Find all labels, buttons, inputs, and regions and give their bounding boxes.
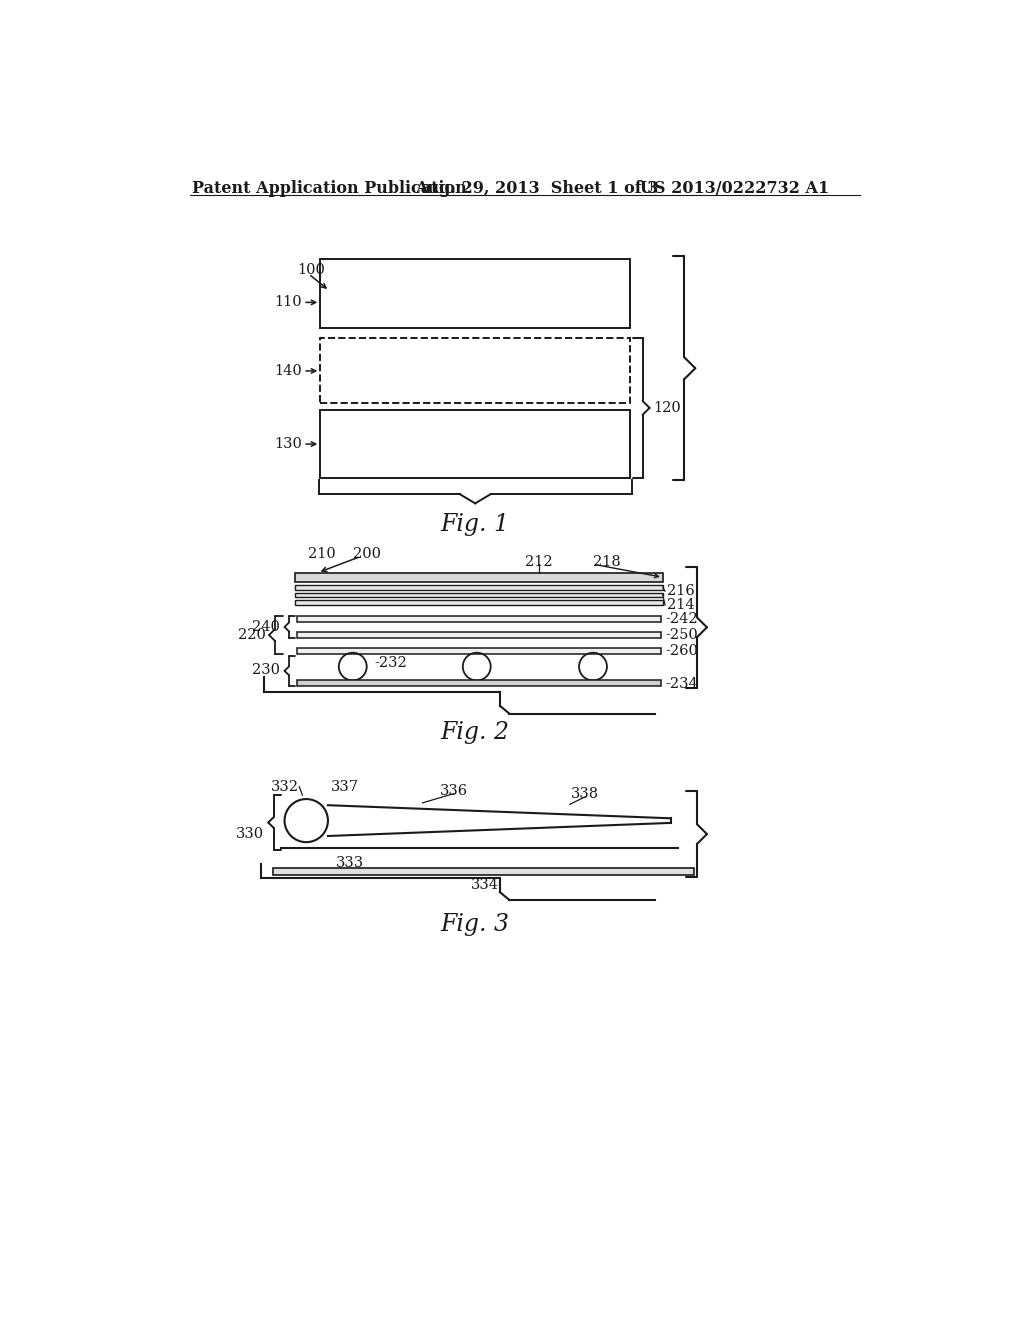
Text: 210: 210 — [308, 548, 336, 561]
Text: 200: 200 — [352, 548, 381, 561]
Text: 332: 332 — [270, 780, 299, 793]
Text: -242: -242 — [665, 612, 697, 626]
Text: 338: 338 — [571, 788, 599, 801]
Text: Aug. 29, 2013  Sheet 1 of 3: Aug. 29, 2013 Sheet 1 of 3 — [415, 180, 658, 197]
Text: 212: 212 — [525, 554, 553, 569]
Text: Fig. 1: Fig. 1 — [440, 512, 510, 536]
Text: 220: 220 — [238, 628, 266, 642]
Text: US 2013/0222732 A1: US 2013/0222732 A1 — [640, 180, 828, 197]
Text: -234: -234 — [665, 677, 697, 690]
Bar — [321, 411, 630, 478]
Bar — [295, 573, 663, 582]
Bar — [321, 338, 630, 404]
Text: -232: -232 — [375, 656, 408, 669]
Text: 218: 218 — [593, 554, 621, 569]
Text: 337: 337 — [331, 780, 359, 793]
Bar — [295, 593, 663, 598]
Text: 216: 216 — [667, 585, 694, 598]
Text: Fig. 3: Fig. 3 — [440, 913, 510, 936]
Bar — [297, 681, 662, 686]
Bar — [297, 648, 662, 655]
Text: 330: 330 — [237, 828, 264, 841]
Text: 240: 240 — [252, 620, 280, 634]
Bar — [321, 259, 630, 327]
Text: 333: 333 — [336, 857, 364, 870]
Text: 230: 230 — [252, 663, 280, 677]
Text: -260: -260 — [665, 644, 698, 659]
Text: Fig. 2: Fig. 2 — [440, 721, 510, 743]
Text: -250: -250 — [665, 628, 697, 642]
Text: 140: 140 — [274, 364, 302, 378]
Text: 130: 130 — [274, 437, 302, 451]
Text: 100: 100 — [297, 263, 325, 277]
Bar — [273, 869, 693, 875]
Bar — [295, 601, 663, 605]
Bar — [297, 615, 662, 622]
Text: 110: 110 — [274, 296, 302, 309]
Bar — [295, 585, 663, 590]
Text: 334: 334 — [470, 878, 499, 892]
Text: 336: 336 — [439, 784, 468, 799]
Text: Patent Application Publication: Patent Application Publication — [191, 180, 466, 197]
Bar — [297, 632, 662, 638]
Text: 214: 214 — [667, 598, 694, 612]
Text: 120: 120 — [653, 401, 681, 414]
